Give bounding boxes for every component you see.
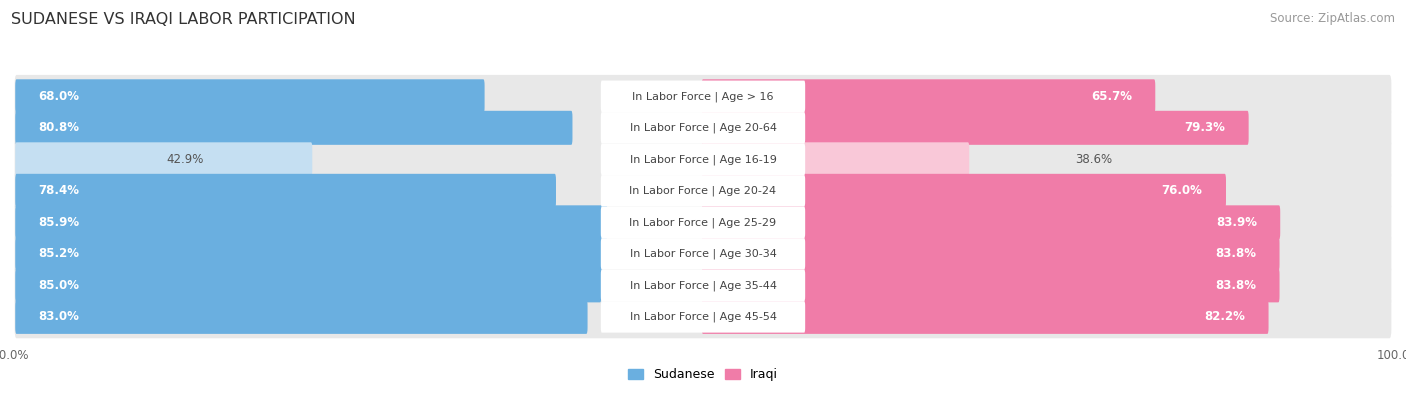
Text: 85.0%: 85.0% bbox=[39, 279, 80, 292]
FancyBboxPatch shape bbox=[15, 142, 312, 176]
FancyBboxPatch shape bbox=[600, 207, 806, 238]
Text: 42.9%: 42.9% bbox=[166, 153, 204, 166]
FancyBboxPatch shape bbox=[14, 264, 1392, 307]
FancyBboxPatch shape bbox=[600, 270, 806, 301]
Text: 83.9%: 83.9% bbox=[1216, 216, 1257, 229]
FancyBboxPatch shape bbox=[14, 106, 1392, 149]
Text: 85.2%: 85.2% bbox=[39, 247, 80, 260]
Legend: Sudanese, Iraqi: Sudanese, Iraqi bbox=[623, 363, 783, 386]
FancyBboxPatch shape bbox=[702, 237, 1279, 271]
Text: 68.0%: 68.0% bbox=[39, 90, 80, 103]
FancyBboxPatch shape bbox=[15, 111, 572, 145]
FancyBboxPatch shape bbox=[15, 268, 602, 303]
FancyBboxPatch shape bbox=[702, 142, 969, 176]
FancyBboxPatch shape bbox=[600, 112, 806, 143]
FancyBboxPatch shape bbox=[702, 205, 1281, 239]
FancyBboxPatch shape bbox=[14, 75, 1392, 118]
FancyBboxPatch shape bbox=[702, 174, 1226, 208]
FancyBboxPatch shape bbox=[702, 268, 1279, 303]
FancyBboxPatch shape bbox=[600, 175, 806, 207]
FancyBboxPatch shape bbox=[702, 111, 1249, 145]
FancyBboxPatch shape bbox=[15, 174, 555, 208]
Text: 85.9%: 85.9% bbox=[39, 216, 80, 229]
FancyBboxPatch shape bbox=[14, 138, 1392, 181]
Text: 78.4%: 78.4% bbox=[39, 184, 80, 198]
Text: 83.8%: 83.8% bbox=[1215, 279, 1256, 292]
FancyBboxPatch shape bbox=[600, 238, 806, 270]
FancyBboxPatch shape bbox=[702, 79, 1156, 113]
Text: In Labor Force | Age > 16: In Labor Force | Age > 16 bbox=[633, 91, 773, 102]
FancyBboxPatch shape bbox=[15, 237, 603, 271]
FancyBboxPatch shape bbox=[14, 169, 1392, 212]
Text: In Labor Force | Age 20-24: In Labor Force | Age 20-24 bbox=[630, 186, 776, 196]
Text: In Labor Force | Age 16-19: In Labor Force | Age 16-19 bbox=[630, 154, 776, 165]
Text: In Labor Force | Age 20-64: In Labor Force | Age 20-64 bbox=[630, 122, 776, 133]
FancyBboxPatch shape bbox=[14, 232, 1392, 275]
FancyBboxPatch shape bbox=[14, 295, 1392, 338]
FancyBboxPatch shape bbox=[15, 79, 485, 113]
Text: 82.2%: 82.2% bbox=[1205, 310, 1246, 324]
Text: 83.0%: 83.0% bbox=[39, 310, 80, 324]
Text: In Labor Force | Age 25-29: In Labor Force | Age 25-29 bbox=[630, 217, 776, 228]
FancyBboxPatch shape bbox=[600, 81, 806, 112]
Text: 38.6%: 38.6% bbox=[1076, 153, 1112, 166]
FancyBboxPatch shape bbox=[15, 205, 607, 239]
FancyBboxPatch shape bbox=[15, 300, 588, 334]
Text: Source: ZipAtlas.com: Source: ZipAtlas.com bbox=[1270, 12, 1395, 25]
FancyBboxPatch shape bbox=[702, 300, 1268, 334]
Text: 65.7%: 65.7% bbox=[1091, 90, 1132, 103]
Text: SUDANESE VS IRAQI LABOR PARTICIPATION: SUDANESE VS IRAQI LABOR PARTICIPATION bbox=[11, 12, 356, 27]
Text: 76.0%: 76.0% bbox=[1161, 184, 1202, 198]
Text: In Labor Force | Age 35-44: In Labor Force | Age 35-44 bbox=[630, 280, 776, 291]
Text: 80.8%: 80.8% bbox=[39, 121, 80, 134]
FancyBboxPatch shape bbox=[600, 301, 806, 333]
Text: 79.3%: 79.3% bbox=[1184, 121, 1225, 134]
FancyBboxPatch shape bbox=[14, 201, 1392, 244]
Text: In Labor Force | Age 30-34: In Labor Force | Age 30-34 bbox=[630, 248, 776, 259]
Text: 83.8%: 83.8% bbox=[1215, 247, 1256, 260]
Text: In Labor Force | Age 45-54: In Labor Force | Age 45-54 bbox=[630, 312, 776, 322]
FancyBboxPatch shape bbox=[600, 143, 806, 175]
